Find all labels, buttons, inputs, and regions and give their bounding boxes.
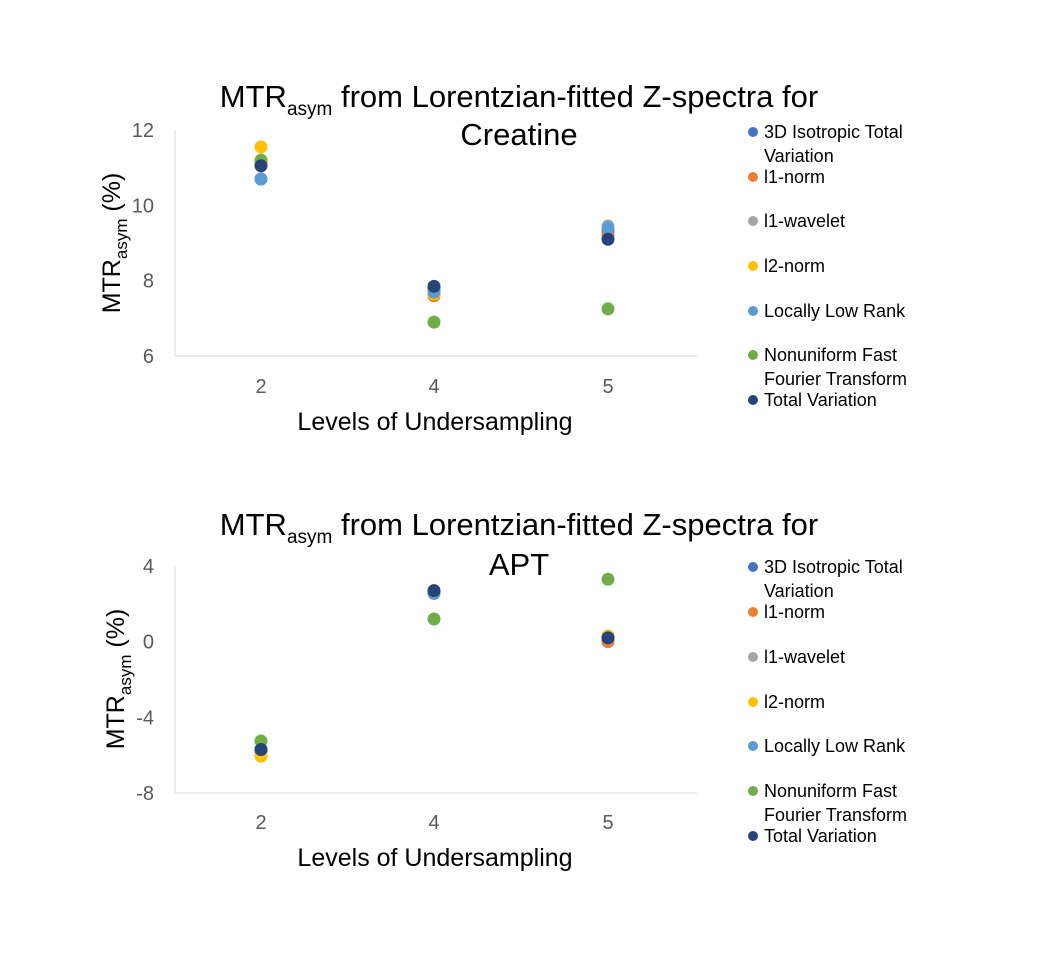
- legend-marker: [748, 562, 758, 572]
- y-tick-label: -4: [136, 707, 154, 729]
- legend-label: l1-norm: [764, 602, 825, 622]
- x-tick-label: 5: [602, 376, 613, 398]
- chart-title-line2: Creatine: [460, 117, 577, 152]
- y-tick-label: 12: [132, 120, 154, 142]
- point-total-variation-4: [427, 584, 441, 598]
- legend-label: 3D Isotropic Total: [764, 122, 903, 142]
- x-tick-label: 4: [428, 812, 439, 834]
- legend-label: Nonuniform Fast: [764, 345, 897, 365]
- legend-label: l2-norm: [764, 256, 825, 276]
- point-nonuniform-fast-fourier-transform-5: [601, 302, 615, 316]
- y-tick-label: 10: [132, 195, 154, 217]
- y-axis-label-main: MTR: [102, 695, 130, 749]
- legend-marker: [748, 697, 758, 707]
- y-tick-label: 8: [143, 271, 154, 293]
- chart-title-line2: APT: [489, 547, 549, 582]
- legend-label: Locally Low Rank: [764, 301, 906, 321]
- chart-title-main: MTR: [220, 79, 287, 114]
- chart-panel-1: MTRasym from Lorentzian-fitted Z-spectra…: [98, 79, 907, 436]
- legend-label: 3D Isotropic Total: [764, 557, 903, 577]
- chart-title-subscript: asym: [287, 527, 332, 548]
- chart-panel-2: MTRasym from Lorentzian-fitted Z-spectra…: [102, 507, 907, 872]
- point-locally-low-rank-5: [601, 221, 615, 235]
- legend-label: Total Variation: [764, 826, 877, 846]
- legend-marker: [748, 172, 758, 182]
- chart-title-main: MTR: [220, 507, 287, 542]
- legend-label: l1-norm: [764, 167, 825, 187]
- point-l2-norm-2: [254, 140, 268, 154]
- legend-label: l1-wavelet: [764, 211, 845, 231]
- x-axis-label: Levels of Undersampling: [297, 844, 572, 872]
- legend-marker: [748, 261, 758, 271]
- y-tick-label: 4: [143, 556, 154, 578]
- legend-marker: [748, 216, 758, 226]
- legend-marker: [748, 607, 758, 617]
- chart-title: MTRasym from Lorentzian-fitted Z-spectra…: [220, 79, 818, 120]
- chart-title-rest: from Lorentzian-fitted Z-spectra for: [332, 507, 818, 542]
- chart-title-rest: from Lorentzian-fitted Z-spectra for: [332, 79, 818, 114]
- data-points: [254, 140, 615, 329]
- point-total-variation-2: [254, 159, 268, 173]
- y-tick-label: 0: [143, 632, 154, 654]
- legend-marker: [748, 350, 758, 360]
- y-axis-label: MTRasym (%): [98, 173, 131, 314]
- x-tick-label: 2: [255, 812, 266, 834]
- x-tick-label: 2: [255, 376, 266, 398]
- legend-label: Fourier Transform: [764, 805, 907, 825]
- legend-label: Variation: [764, 581, 834, 601]
- point-total-variation-2: [254, 742, 268, 756]
- data-points: [254, 572, 615, 763]
- x-tick-label: 4: [428, 376, 439, 398]
- legend-marker: [748, 831, 758, 841]
- y-axis-label-subscript: asym: [116, 655, 135, 696]
- y-axis-label-subscript: asym: [112, 219, 131, 260]
- point-total-variation-4: [427, 279, 441, 293]
- point-total-variation-5: [601, 232, 615, 246]
- y-axis-label-rest: (%): [98, 173, 126, 219]
- legend-marker: [748, 786, 758, 796]
- legend-label: Nonuniform Fast: [764, 781, 897, 801]
- legend-marker: [748, 741, 758, 751]
- point-nonuniform-fast-fourier-transform-5: [601, 572, 615, 586]
- y-tick-label: 6: [143, 346, 154, 368]
- legend-marker: [748, 395, 758, 405]
- legend-marker: [748, 127, 758, 137]
- legend-label: l2-norm: [764, 692, 825, 712]
- chart-title-subscript: asym: [287, 99, 332, 120]
- y-tick-label: -8: [136, 783, 154, 805]
- y-axis-label: MTRasym (%): [102, 609, 135, 750]
- legend-marker: [748, 652, 758, 662]
- point-nonuniform-fast-fourier-transform-4: [427, 315, 441, 329]
- point-locally-low-rank-2: [254, 172, 268, 186]
- point-nonuniform-fast-fourier-transform-4: [427, 612, 441, 626]
- legend-label: Locally Low Rank: [764, 736, 906, 756]
- legend-label: Fourier Transform: [764, 369, 907, 389]
- legend-label: Variation: [764, 146, 834, 166]
- x-axis-label: Levels of Undersampling: [297, 408, 572, 436]
- legend-label: l1-wavelet: [764, 647, 845, 667]
- x-tick-label: 5: [602, 812, 613, 834]
- chart-title: MTRasym from Lorentzian-fitted Z-spectra…: [220, 507, 818, 548]
- point-total-variation-5: [601, 631, 615, 645]
- legend-marker: [748, 306, 758, 316]
- y-axis-label-main: MTR: [98, 259, 126, 313]
- legend-label: Total Variation: [764, 390, 877, 410]
- y-axis-label-rest: (%): [102, 609, 130, 655]
